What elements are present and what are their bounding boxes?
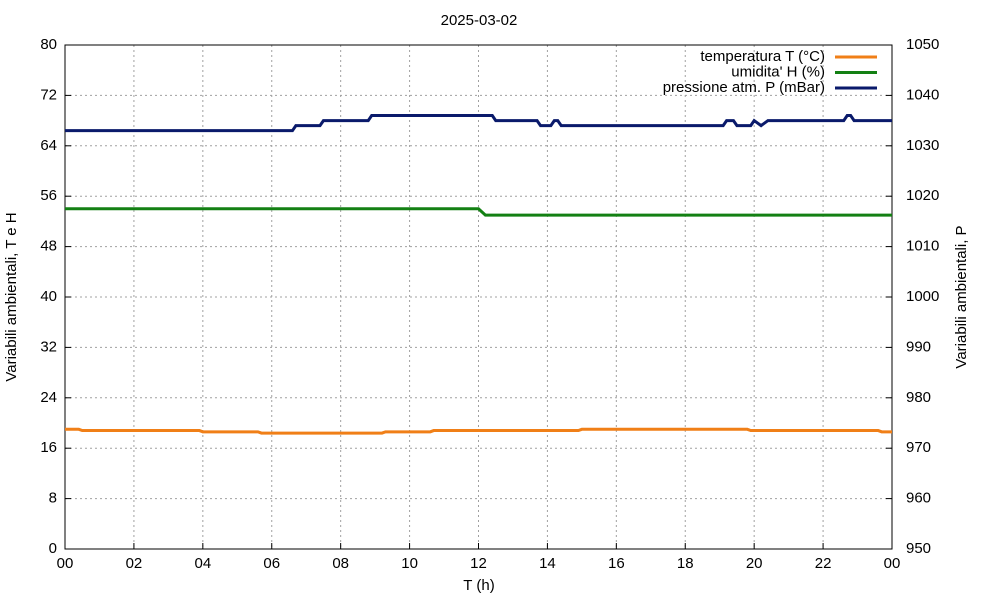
legend-label: umidita' H (%) <box>731 63 825 80</box>
y2-tick-label: 1010 <box>906 238 939 255</box>
y-tick-label: 0 <box>49 540 57 557</box>
x-axis-label: T (h) <box>463 577 494 594</box>
y2-tick-label: 960 <box>906 490 931 507</box>
y-tick-label: 24 <box>40 389 57 406</box>
y2-tick-label: 1020 <box>906 187 939 204</box>
series-line <box>65 207 892 217</box>
x-tick-label: 20 <box>746 555 763 572</box>
x-tick-label: 18 <box>677 555 694 572</box>
series-line <box>65 114 892 133</box>
y2-tick-label: 950 <box>906 540 931 557</box>
x-tick-label: 16 <box>608 555 625 572</box>
y2-axis-label: Variabili ambientali, P <box>953 225 970 368</box>
y-tick-label: 80 <box>40 36 57 53</box>
x-tick-label: 08 <box>332 555 349 572</box>
y-tick-label: 64 <box>40 137 57 154</box>
x-tick-label: 00 <box>884 555 901 572</box>
plot-frame <box>64 44 893 550</box>
y2-tick-label: 970 <box>906 439 931 456</box>
x-tick-label: 06 <box>263 555 280 572</box>
series-line <box>65 427 892 435</box>
y-tick-label: 56 <box>40 187 57 204</box>
x-tick-label: 00 <box>57 555 74 572</box>
y2-tick-label: 1050 <box>906 36 939 53</box>
y-tick-label: 48 <box>40 238 57 255</box>
y-axis-label: Variabili ambientali, T e H <box>3 212 20 381</box>
x-tick-label: 02 <box>126 555 143 572</box>
x-tick-label: 14 <box>539 555 556 572</box>
y-tick-label: 72 <box>40 86 57 103</box>
y-tick-label: 32 <box>40 338 57 355</box>
x-tick-label: 12 <box>470 555 487 572</box>
x-tick-label: 10 <box>401 555 418 572</box>
legend-label: pressione atm. P (mBar) <box>663 79 825 96</box>
y2-tick-label: 980 <box>906 389 931 406</box>
y-tick-label: 40 <box>40 288 57 305</box>
x-tick-label: 04 <box>194 555 211 572</box>
y-tick-label: 8 <box>49 490 57 507</box>
y-tick-label: 16 <box>40 439 57 456</box>
x-tick-label: 22 <box>815 555 832 572</box>
y2-tick-label: 990 <box>906 338 931 355</box>
legend-label: temperatura T (°C) <box>700 48 825 65</box>
y2-tick-label: 1000 <box>906 288 939 305</box>
y2-tick-label: 1030 <box>906 137 939 154</box>
y2-tick-label: 1040 <box>906 86 939 103</box>
chart-title: 2025-03-02 <box>441 12 518 29</box>
